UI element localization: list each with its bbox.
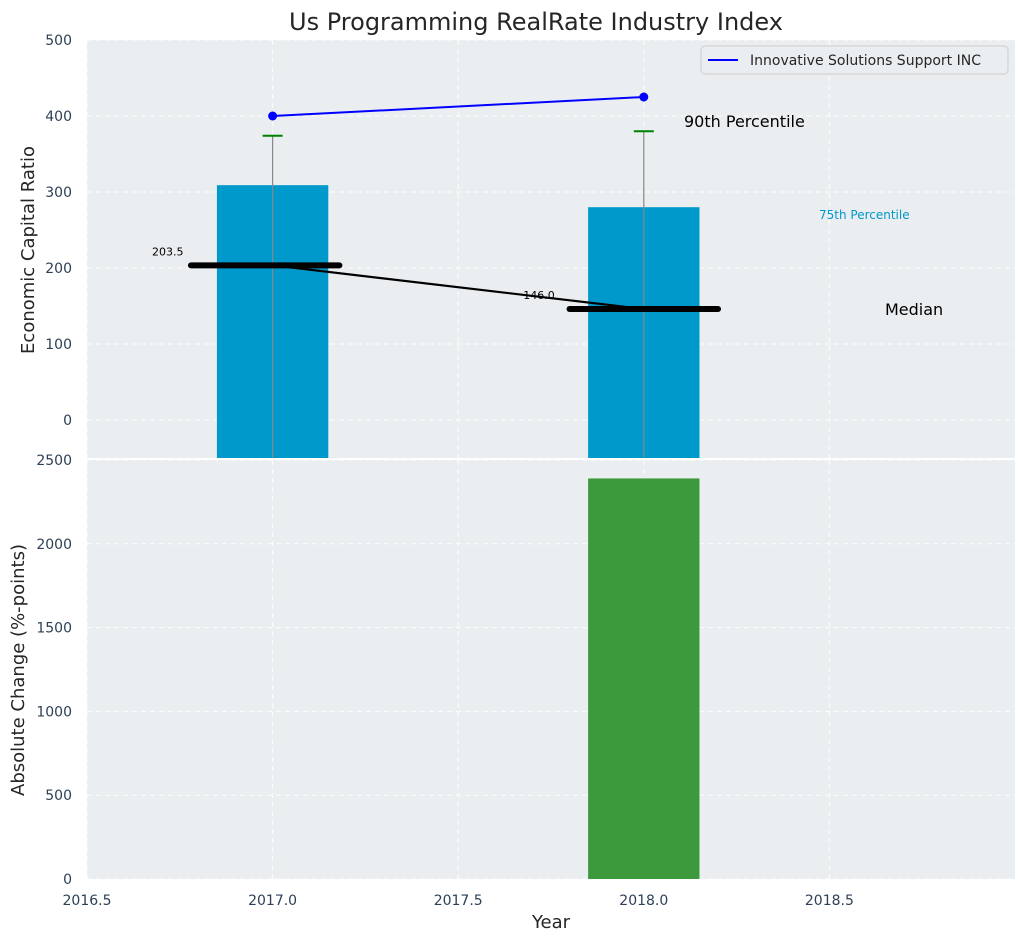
top-y-tick-label: 300 [45, 185, 72, 201]
change-bar [588, 478, 700, 879]
bottom-y-tick-label: 2500 [36, 453, 72, 469]
bottom-x-ticks: 2016.5 2017.0 2017.5 2018.0 2018.5 [63, 893, 854, 909]
legend: Innovative Solutions Support INC [700, 45, 1009, 75]
median-value-label: 146.0 [523, 289, 555, 302]
x-tick-label: 2017.0 [248, 893, 297, 909]
top-y-tick-label: 400 [45, 109, 72, 125]
p75-annotation: 75th Percentile [819, 208, 910, 222]
x-tick-label: 2017.5 [434, 893, 483, 909]
x-tick-label: 2018.0 [619, 893, 668, 909]
legend-company-label: Innovative Solutions Support INC [750, 53, 981, 69]
bottom-y-tick-label: 500 [45, 788, 72, 804]
bottom-y-tick-label: 1000 [36, 704, 72, 720]
company-line [272, 96, 644, 117]
top-y-axis-label: Economic Capital Ratio [18, 146, 39, 354]
p90-annotation: 90th Percentile [684, 112, 805, 131]
top-marks: 203.5 146.0 [152, 92, 722, 458]
bottom-y-ticks: 0 500 1000 1500 2000 2500 [36, 453, 72, 888]
bottom-plot-background [87, 460, 1015, 879]
median-value-label: 203.5 [152, 245, 184, 258]
median-line [272, 264, 644, 311]
median-annotation: Median [885, 300, 943, 319]
top-y-tick-label: 100 [45, 337, 72, 353]
bottom-marks [588, 478, 700, 879]
bottom-y-tick-label: 2000 [36, 537, 72, 553]
company-point [268, 111, 278, 121]
bottom-y-tick-label: 1500 [36, 621, 72, 637]
top-y-ticks: 0 100 200 300 400 500 [45, 33, 72, 429]
top-y-tick-label: 500 [45, 33, 72, 49]
chart-title: Us Programming RealRate Industry Index [289, 8, 783, 36]
top-y-tick-label: 200 [45, 261, 72, 277]
bottom-y-axis-label: Absolute Change (%-points) [8, 544, 29, 796]
top-y-tick-label: 0 [63, 413, 72, 429]
x-tick-label: 2018.5 [805, 893, 854, 909]
x-tick-label: 2016.5 [63, 893, 112, 909]
company-point [639, 92, 649, 102]
x-axis-label: Year [531, 912, 571, 933]
legend-box [700, 45, 1009, 75]
bottom-y-tick-label: 0 [63, 872, 72, 888]
